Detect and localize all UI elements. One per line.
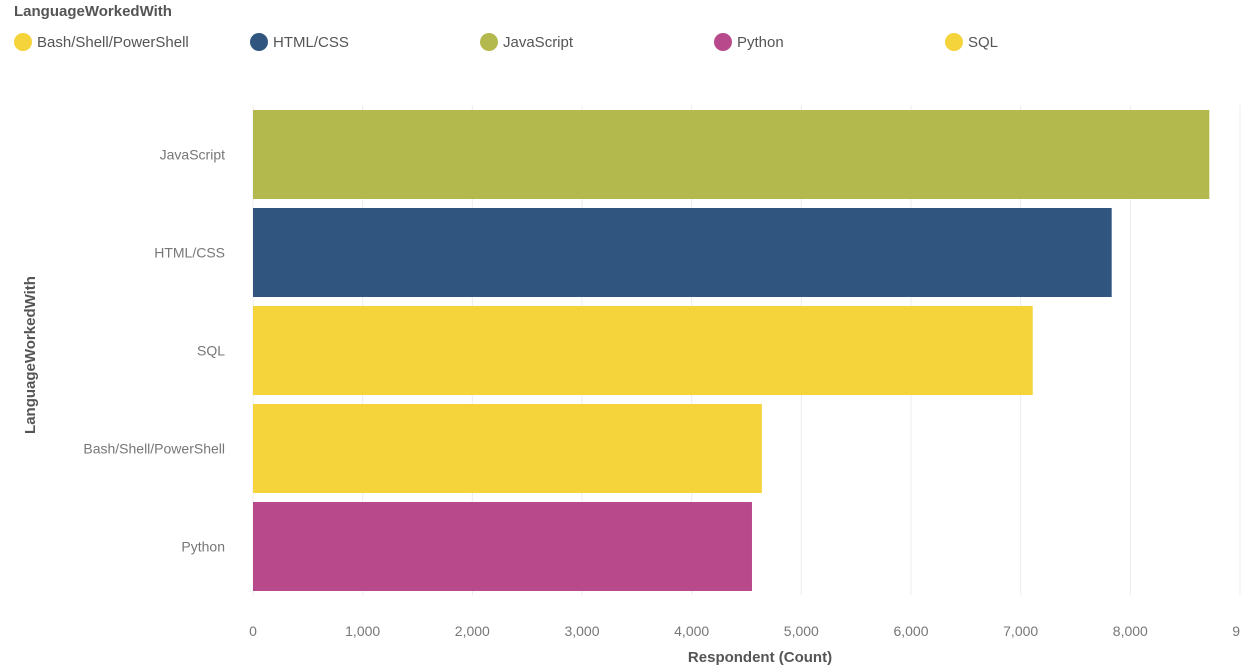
legend: Bash/Shell/PowerShell HTML/CSS JavaScrip… [0, 33, 1250, 57]
category-label: Python [181, 539, 225, 555]
legend-swatch-sql [945, 33, 963, 51]
legend-item-bash[interactable]: Bash/Shell/PowerShell [14, 33, 189, 51]
legend-item-html-css[interactable]: HTML/CSS [250, 33, 349, 51]
x-tick-label: 5,000 [784, 623, 819, 639]
bar-python[interactable] [253, 502, 752, 591]
legend-swatch-python [714, 33, 732, 51]
x-tick-label: 2,000 [455, 623, 490, 639]
x-tick-label: 9 [1232, 623, 1240, 639]
x-tick-label: 0 [249, 623, 257, 639]
category-label: HTML/CSS [154, 245, 225, 261]
legend-label-javascript: JavaScript [503, 33, 574, 51]
bar-sql[interactable] [253, 306, 1033, 395]
legend-swatch-html-css [250, 33, 268, 51]
x-tick-labels: 0 1,000 2,000 3,000 4,000 5,000 6,000 7,000 8,00… [249, 623, 1240, 639]
legend-title: LanguageWorkedWith [14, 3, 172, 20]
category-label: SQL [197, 343, 225, 359]
x-tick-label: 4,000 [674, 623, 709, 639]
legend-swatch-javascript [480, 33, 498, 51]
x-tick-label: 1,000 [345, 623, 380, 639]
category-label: JavaScript [160, 147, 225, 163]
legend-label-sql: SQL [968, 33, 999, 51]
x-axis-title: Respondent (Count) [688, 649, 832, 666]
y-axis-title: LanguageWorkedWith [22, 276, 39, 434]
x-tick-label: 7,000 [1003, 623, 1038, 639]
category-labels: JavaScript HTML/CSS SQL Bash/Shell/PowerShe… [83, 147, 225, 555]
bar-html-css[interactable] [253, 208, 1112, 297]
legend-item-python[interactable]: Python [714, 33, 784, 51]
category-label: Bash/Shell/PowerShell [83, 441, 225, 457]
legend-label-bash: Bash/Shell/PowerShell [37, 33, 189, 51]
x-tick-label: 8,000 [1113, 623, 1148, 639]
x-tick-label: 3,000 [564, 623, 599, 639]
x-tick-label: 6,000 [893, 623, 928, 639]
bar-bash-shell-powershell[interactable] [253, 404, 762, 493]
legend-item-sql[interactable]: SQL [945, 33, 998, 51]
bar-javascript[interactable] [253, 110, 1210, 199]
legend-label-html-css: HTML/CSS [273, 33, 349, 51]
bars [253, 110, 1210, 591]
legend-label-python: Python [737, 33, 784, 51]
legend-item-javascript[interactable]: JavaScript [480, 33, 573, 51]
legend-swatch-bash [14, 33, 32, 51]
